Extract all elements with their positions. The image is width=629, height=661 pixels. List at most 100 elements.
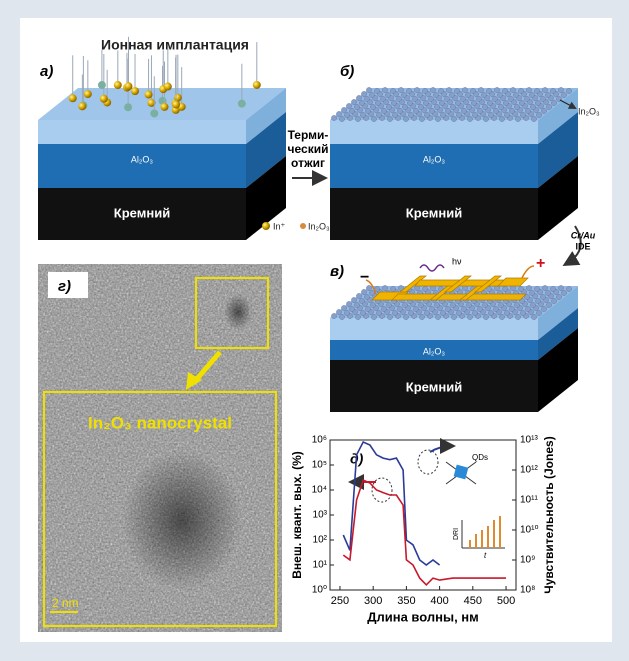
dot <box>531 116 536 121</box>
dot <box>349 306 354 311</box>
dot <box>524 96 529 101</box>
dot <box>542 285 547 290</box>
dot <box>360 310 365 315</box>
dot <box>525 306 530 311</box>
dot <box>471 100 476 105</box>
dot <box>540 294 545 299</box>
dot <box>472 112 477 117</box>
dot <box>376 310 381 315</box>
dot <box>455 100 460 105</box>
dot <box>529 92 534 97</box>
dot <box>494 87 499 92</box>
dot <box>374 88 379 93</box>
light-label: hν <box>452 256 462 266</box>
dot <box>387 116 392 121</box>
layer-label: Al₂O₃ <box>423 346 445 356</box>
dot <box>354 302 359 307</box>
dot <box>371 314 376 319</box>
dot <box>542 87 547 92</box>
dot <box>550 286 555 291</box>
dot <box>520 112 525 117</box>
dot <box>341 107 346 112</box>
dot <box>365 108 370 113</box>
dot <box>356 95 361 100</box>
y2-tick-label: 10¹¹ <box>520 495 538 506</box>
dot <box>503 100 508 105</box>
dot <box>351 99 356 104</box>
dot <box>397 108 402 113</box>
ion <box>174 94 182 102</box>
dot <box>514 302 519 307</box>
dot <box>354 104 359 109</box>
dot <box>440 310 445 315</box>
dot <box>364 96 369 101</box>
figure: Ионная имплантация а) Al₂O₃ Кремний In⁺ … <box>0 0 629 656</box>
dot <box>450 302 455 307</box>
dot <box>561 290 566 295</box>
dot <box>504 310 509 315</box>
x-tick-label: 500 <box>497 595 515 607</box>
x-tick-label: 300 <box>364 595 382 607</box>
dot <box>566 88 571 93</box>
dot <box>483 116 488 121</box>
dot <box>429 108 434 113</box>
dot <box>419 116 424 121</box>
dot <box>435 314 440 319</box>
dot <box>381 108 386 113</box>
dot <box>513 92 518 97</box>
dot <box>545 290 550 295</box>
dot <box>336 111 341 116</box>
dot <box>493 108 498 113</box>
dot <box>396 96 401 101</box>
ion <box>69 94 77 102</box>
dot <box>385 92 390 97</box>
ion <box>84 90 92 98</box>
dot <box>439 100 444 105</box>
dot <box>518 286 523 291</box>
dot <box>530 302 535 307</box>
dot <box>341 305 346 310</box>
y-axis-label: Внеш. квант. вых. (%) <box>290 451 304 579</box>
dot <box>369 92 374 97</box>
layer-label: Al₂O₃ <box>423 154 445 164</box>
dot <box>498 302 503 307</box>
dot <box>545 92 550 97</box>
panel-label: г) <box>58 278 71 295</box>
y2-tick-label: 10⁸ <box>520 585 535 596</box>
ion <box>160 103 168 111</box>
y-tick-label: 10² <box>313 535 328 546</box>
dot <box>408 310 413 315</box>
step-label: IDE <box>575 241 590 251</box>
dot <box>519 100 524 105</box>
dot <box>536 112 541 117</box>
y2-tick-label: 10¹² <box>520 465 538 476</box>
ion <box>124 103 132 111</box>
dot <box>502 286 507 291</box>
dot <box>370 302 375 307</box>
dot <box>551 100 556 105</box>
dot <box>482 302 487 307</box>
dot <box>344 310 349 315</box>
dot <box>406 88 411 93</box>
dot <box>391 100 396 105</box>
step-label: Терми- <box>288 128 329 142</box>
legend-dot <box>300 223 306 229</box>
dot <box>346 301 351 306</box>
ion <box>164 83 172 91</box>
dot <box>370 104 375 109</box>
dot <box>403 116 408 121</box>
ion <box>150 109 158 117</box>
dot <box>361 91 366 96</box>
dot <box>461 306 466 311</box>
dot <box>466 104 471 109</box>
dot <box>434 104 439 109</box>
dot <box>504 112 509 117</box>
dot <box>365 306 370 311</box>
dot <box>361 289 366 294</box>
dot <box>429 306 434 311</box>
dot <box>476 96 481 101</box>
dot <box>530 104 535 109</box>
dot <box>566 286 571 291</box>
dot <box>417 92 422 97</box>
ion <box>238 100 246 108</box>
